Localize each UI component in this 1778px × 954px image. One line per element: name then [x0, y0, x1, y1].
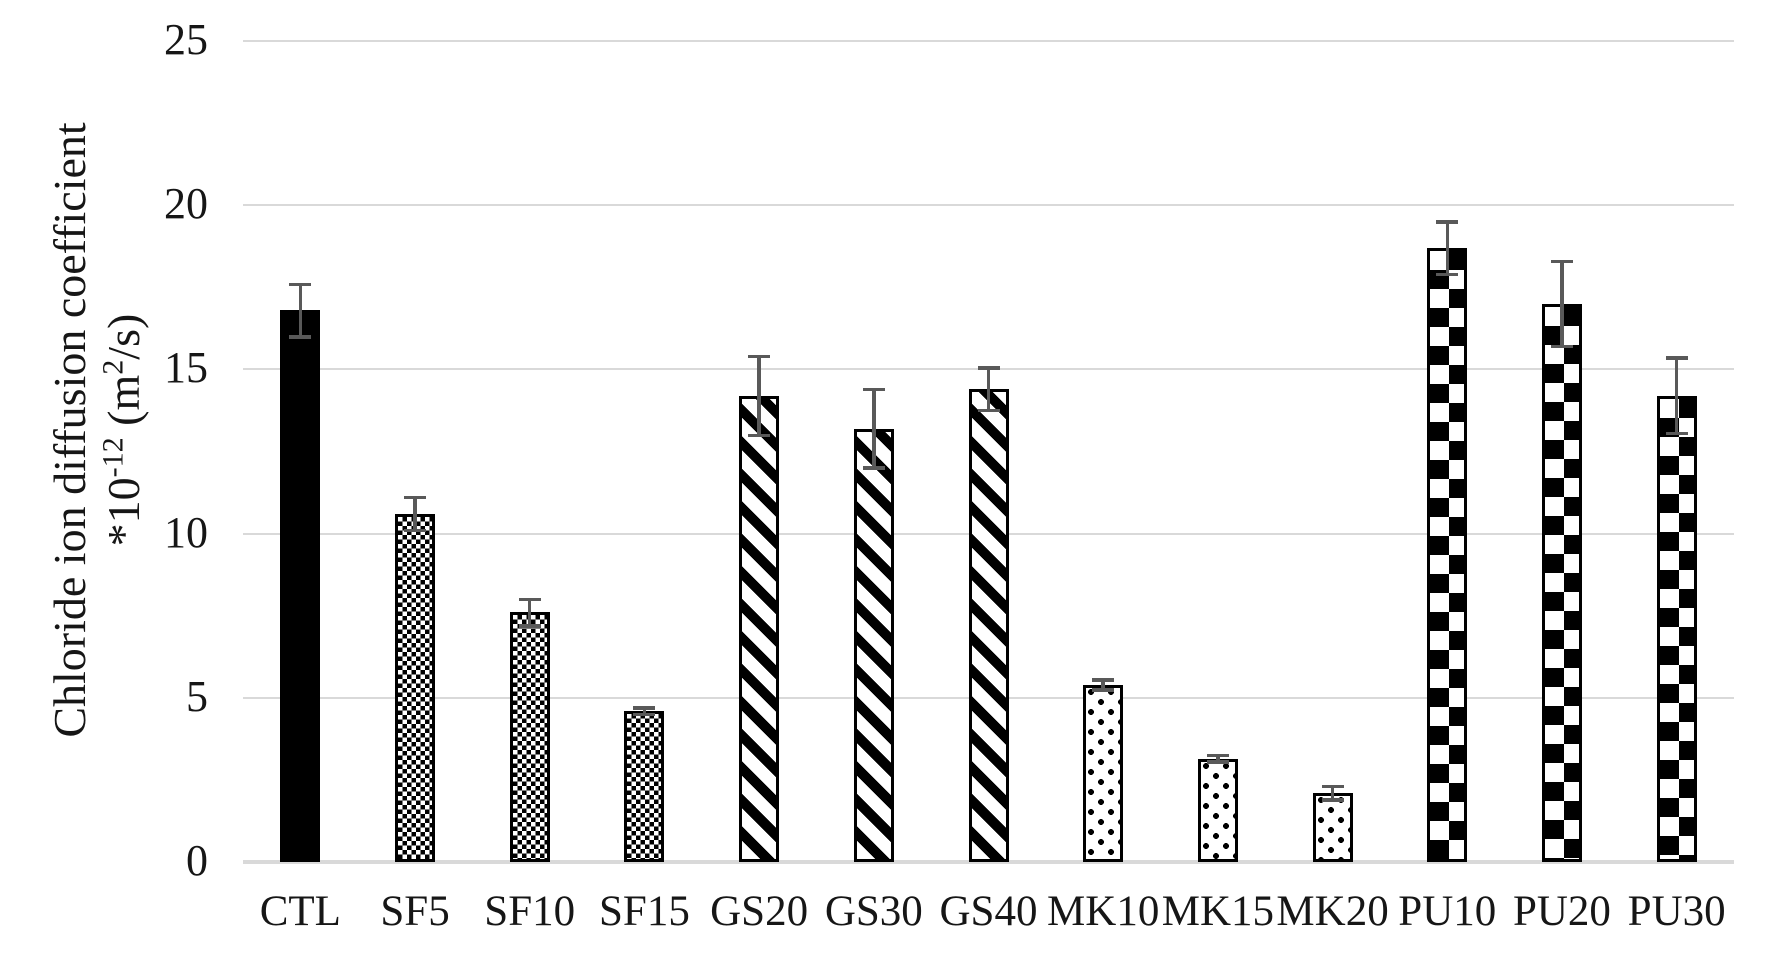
- y-tick-label: 20: [164, 179, 208, 229]
- error-bar-cap-top: [1206, 753, 1229, 758]
- gridline: [243, 204, 1734, 207]
- y-tick-label: 0: [186, 836, 208, 885]
- x-tick-label-mk10: MK10: [1047, 888, 1160, 935]
- bar-sf5: [395, 513, 436, 862]
- error-bar-cap-top: [1550, 259, 1573, 264]
- error-bar: [1101, 679, 1105, 690]
- error-bar-cap-bottom: [1092, 688, 1115, 692]
- error-bar-cap-bottom: [748, 433, 771, 438]
- error-bar-cap-bottom: [1550, 344, 1573, 349]
- y-tick-label: 25: [164, 15, 208, 64]
- bar-mk15: [1197, 758, 1238, 862]
- y-tick-label: 5: [186, 671, 208, 721]
- bar-pu20: [1541, 303, 1582, 862]
- y-axis-title: Chloride ion diffusion coefficient *10-1…: [39, 0, 155, 885]
- x-tick-label-sf15: SF15: [598, 888, 690, 935]
- error-bar-cap-top: [518, 597, 541, 602]
- error-bar-cap-top: [862, 387, 885, 392]
- error-bar-cap-top: [289, 282, 312, 287]
- x-tick-label-pu20: PU20: [1512, 888, 1611, 935]
- bar-sf15: [624, 710, 665, 862]
- bar-gs40: [968, 389, 1009, 862]
- error-bar: [298, 284, 303, 337]
- error-bar: [1216, 755, 1220, 762]
- error-bar: [1330, 786, 1335, 800]
- bar-gs30: [853, 428, 894, 862]
- error-bar-cap-bottom: [1665, 431, 1688, 436]
- error-bar-cap-top: [633, 706, 656, 710]
- error-bar-cap-bottom: [977, 408, 1000, 413]
- error-bar-cap-top: [1436, 220, 1459, 224]
- x-tick-label-gs40: GS40: [939, 888, 1038, 935]
- bar-mk10: [1083, 684, 1124, 862]
- x-tick-label-sf5: SF5: [380, 888, 450, 935]
- bar-pu30: [1656, 395, 1697, 862]
- error-bar: [1560, 261, 1564, 347]
- bar-gs20: [739, 395, 780, 862]
- x-tick-label-pu10: PU10: [1398, 888, 1497, 935]
- x-tick-label-mk15: MK15: [1161, 888, 1275, 935]
- bar-sf10: [509, 612, 550, 862]
- error-bar: [872, 389, 876, 468]
- error-bar: [986, 367, 991, 411]
- error-bar-cap-bottom: [1321, 798, 1344, 802]
- x-tick-label-gs30: GS30: [824, 888, 923, 935]
- bar-mk20: [1312, 793, 1353, 862]
- x-tick-label-gs20: GS20: [710, 888, 809, 935]
- y-tick-label: 10: [164, 507, 208, 557]
- x-tick-label-pu30: PU30: [1627, 888, 1726, 935]
- error-bar-cap-bottom: [518, 624, 541, 628]
- error-bar-cap-top: [1665, 356, 1688, 360]
- error-bar-cap-bottom: [1436, 272, 1459, 277]
- x-tick-label-sf10: SF10: [484, 888, 576, 935]
- error-bar: [413, 497, 417, 531]
- error-bar-cap-top: [1092, 678, 1115, 682]
- error-bar-cap-top: [977, 366, 1000, 370]
- gridline: [243, 40, 1734, 42]
- x-tick-label-ctl: CTL: [259, 888, 341, 935]
- error-bar: [1445, 221, 1450, 275]
- error-bar-cap-top: [1321, 784, 1344, 789]
- error-bar: [642, 707, 647, 715]
- error-bar-cap-bottom: [289, 335, 312, 339]
- error-bar-cap-bottom: [1206, 760, 1229, 764]
- x-tick-label-mk20: MK20: [1276, 888, 1389, 935]
- error-bar: [1674, 357, 1679, 434]
- bar-ctl: [280, 310, 321, 862]
- error-bar: [757, 356, 761, 436]
- error-bar-cap-top: [404, 495, 427, 500]
- error-bar: [527, 599, 532, 626]
- y-tick-label: 15: [164, 343, 208, 393]
- x-axis-line: [243, 860, 1734, 864]
- error-bar-cap-bottom: [404, 528, 427, 533]
- error-bar-cap-bottom: [633, 712, 656, 717]
- error-bar-cap-top: [748, 354, 771, 359]
- bar-pu10: [1427, 247, 1468, 862]
- error-bar-cap-bottom: [862, 466, 885, 470]
